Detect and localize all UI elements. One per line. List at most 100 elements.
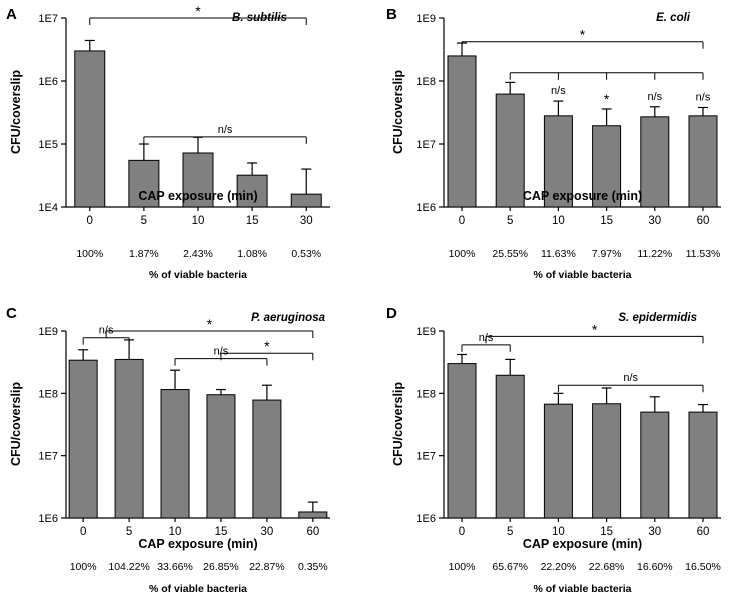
x-tick-label: 5 <box>507 215 513 227</box>
panel-a: A B. subtilis1E41E51E61E7CFU/coverslip010… <box>6 3 330 281</box>
bar <box>688 411 718 519</box>
bar-significance-label: n/s <box>551 85 566 97</box>
bar <box>592 403 622 519</box>
bar <box>640 116 670 208</box>
bar-significance-label: n/s <box>647 91 662 103</box>
y-tick-label: 1E7 <box>38 13 58 25</box>
y-tick-label: 1E7 <box>38 451 58 463</box>
x-tick-label: 0 <box>87 215 93 227</box>
bar <box>495 374 525 519</box>
x-tick-label: 30 <box>261 526 274 538</box>
viability-value: 22.20% <box>541 561 577 573</box>
species-name: S. epidermidis <box>618 312 697 324</box>
y-tick-label: 1E9 <box>416 13 436 25</box>
bar-significance-label: n/s <box>696 91 711 103</box>
significance-label: n/s <box>218 124 233 136</box>
viability-value: 11.63% <box>541 248 576 260</box>
bar <box>252 399 282 519</box>
bar <box>290 193 322 208</box>
x-tick-label: 0 <box>459 526 465 538</box>
bar-significance-label: * <box>604 91 610 107</box>
x-tick-label: 10 <box>169 526 182 538</box>
x-tick-label: 15 <box>246 215 259 227</box>
viability-value: 33.66% <box>157 561 193 573</box>
viability-value: 22.68% <box>589 561 625 573</box>
viability-label: % of viable bacteria <box>149 269 247 281</box>
bar <box>206 394 236 519</box>
viability-value: 25.55% <box>492 248 528 260</box>
y-tick-label: 1E5 <box>38 139 58 151</box>
panel-label: A <box>6 6 17 23</box>
y-tick-label: 1E6 <box>416 513 436 525</box>
viability-value: 26.85% <box>203 561 239 573</box>
x-tick-label: 15 <box>215 526 228 538</box>
y-axis-label: CFU/coverslip <box>9 70 23 154</box>
significance-label: n/s <box>214 346 229 358</box>
y-tick-label: 1E4 <box>38 202 58 214</box>
species-name: E. coli <box>656 12 691 24</box>
bar <box>74 50 106 208</box>
x-tick-label: 0 <box>459 215 465 227</box>
significance-label: n/s <box>623 372 638 384</box>
panel-label: B <box>386 6 397 23</box>
species-name: P. aeruginosa <box>251 312 326 324</box>
significance-label: n/s <box>99 325 114 337</box>
bar <box>68 359 98 519</box>
viability-value: 16.60% <box>637 561 673 573</box>
y-axis-label: CFU/coverslip <box>9 382 23 466</box>
y-axis-label: CFU/coverslip <box>391 382 405 466</box>
x-tick-label: 30 <box>648 526 661 538</box>
significance-label: * <box>207 316 213 332</box>
x-tick-label: 10 <box>552 526 565 538</box>
panel-c: C P. aeruginosa 1E6 1E7 1E8 1E9 CFU/coverslip 0… <box>6 305 330 595</box>
viability-value: 11.53% <box>686 248 721 260</box>
y-tick-label: 1E9 <box>38 326 58 338</box>
x-tick-label: 5 <box>126 526 132 538</box>
x-tick-label: 60 <box>697 215 710 227</box>
x-tick-label: 10 <box>192 215 205 227</box>
viability-label: % of viable bacteria <box>533 269 631 281</box>
y-tick-label: 1E8 <box>416 388 436 400</box>
y-tick-label: 1E8 <box>38 388 58 400</box>
x-tick-label: 30 <box>648 215 661 227</box>
bar <box>447 55 477 208</box>
y-tick-label: 1E7 <box>416 451 436 463</box>
viability-value: 0.53% <box>291 248 321 260</box>
bar <box>688 115 718 208</box>
x-axis-label: CAP exposure (min) <box>523 189 642 203</box>
panel-d: D S. epidermidis 1E6 1E7 1E8 1E9 CFU/coverslip… <box>386 305 721 595</box>
viability-label: % of viable bacteria <box>149 583 247 595</box>
viability-value: 1.87% <box>129 248 159 260</box>
y-tick-label: 1E6 <box>416 202 436 214</box>
x-tick-label: 0 <box>80 526 86 538</box>
significance-label: * <box>580 27 586 43</box>
bar <box>543 403 573 519</box>
panel-label: C <box>6 305 17 322</box>
bar <box>298 511 328 519</box>
viability-value: 1.08% <box>237 248 267 260</box>
y-tick-label: 1E8 <box>416 76 436 88</box>
x-tick-label: 15 <box>600 526 613 538</box>
x-tick-label: 15 <box>600 215 613 227</box>
bar <box>160 389 190 519</box>
viability-value: 100% <box>449 561 476 573</box>
significance-label: * <box>592 321 598 337</box>
viability-value: 100% <box>70 561 97 573</box>
viability-value: 100% <box>449 248 476 260</box>
x-axis-label: CAP exposure (min) <box>138 189 257 203</box>
viability-value: 0.35% <box>298 561 328 573</box>
y-tick-label: 1E6 <box>38 513 58 525</box>
bar <box>128 159 160 208</box>
viability-value: 65.67% <box>492 561 528 573</box>
panel-label: D <box>386 305 397 322</box>
y-axis-label: CFU/coverslip <box>391 70 405 154</box>
x-tick-label: 10 <box>552 215 565 227</box>
viability-value: 104.22% <box>108 561 149 573</box>
y-tick-label: 1E7 <box>416 139 436 151</box>
significance-label: * <box>195 3 201 19</box>
x-tick-label: 30 <box>300 215 313 227</box>
viability-value: 100% <box>76 248 103 260</box>
bar <box>640 411 670 519</box>
bar <box>495 93 525 208</box>
